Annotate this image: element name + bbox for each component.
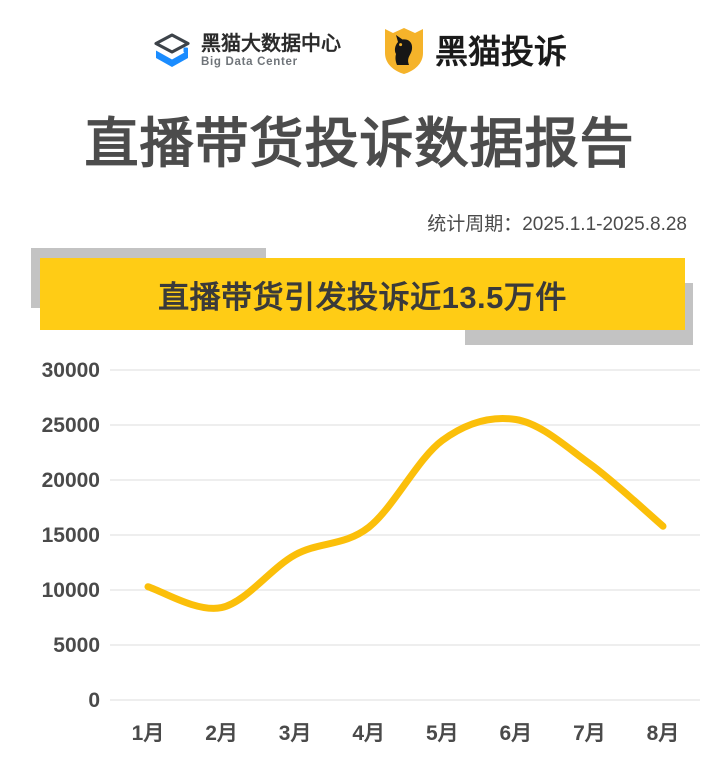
y-axis-tick-label: 5000 <box>53 634 100 657</box>
header-logo-row: 黑猫大数据中心 Big Data Center 黑猫投诉 <box>0 22 719 80</box>
big-data-center-wordmark: 黑猫大数据中心 Big Data Center <box>201 34 341 69</box>
x-axis-tick-label: 6月 <box>500 722 533 745</box>
black-cat-shield-icon <box>383 26 425 76</box>
chart-line-series <box>144 415 667 612</box>
statistics-period-label: 统计周期：2025.1.1-2025.8.28 <box>427 214 687 235</box>
heimao-complaint-logo: 黑猫投诉 <box>383 26 567 76</box>
x-axis-tick-label: 3月 <box>279 722 312 745</box>
banner-body: 直播带货引发投诉近13.5万件 <box>40 258 685 330</box>
chart-y-axis-labels: 30000 25000 20000 15000 10000 5000 0 <box>42 359 100 712</box>
chart-svg: 30000 25000 20000 15000 10000 5000 0 1月 2月 3月 4月 5… <box>42 359 700 745</box>
x-axis-tick-label: 5月 <box>426 722 459 745</box>
x-axis-tick-label: 8月 <box>647 722 680 745</box>
x-axis-tick-label: 2月 <box>205 722 238 745</box>
heimao-complaint-wordmark: 黑猫投诉 <box>435 32 567 70</box>
x-axis-tick-label: 4月 <box>352 722 385 745</box>
big-data-center-cn-name: 黑猫大数据中心 <box>201 32 341 55</box>
headline-banner: 直播带货引发投诉近13.5万件 <box>0 248 719 348</box>
y-axis-tick-label: 15000 <box>42 524 100 547</box>
chart-x-axis-labels: 1月 2月 3月 4月 5月 6月 7月 8月 <box>132 722 680 745</box>
x-axis-tick-label: 1月 <box>132 722 165 745</box>
y-axis-tick-label: 10000 <box>42 579 100 602</box>
banner-headline-text: 直播带货引发投诉近13.5万件 <box>158 279 567 315</box>
chart-gridlines <box>110 369 700 701</box>
y-axis-tick-label: 20000 <box>42 469 100 492</box>
big-data-center-en-name: Big Data Center <box>201 55 298 68</box>
y-axis-tick-label: 0 <box>88 689 100 712</box>
big-data-center-logo: 黑猫大数据中心 Big Data Center <box>152 31 341 71</box>
y-axis-tick-label: 25000 <box>42 414 100 437</box>
page-title: 直播带货投诉数据报告 <box>84 114 635 174</box>
complaints-line-chart: 30000 25000 20000 15000 10000 5000 0 1月 2月 3月 4月 5… <box>0 352 719 757</box>
x-axis-tick-label: 7月 <box>573 722 606 745</box>
y-axis-tick-label: 30000 <box>42 359 100 382</box>
big-data-center-mark-icon <box>152 31 192 71</box>
